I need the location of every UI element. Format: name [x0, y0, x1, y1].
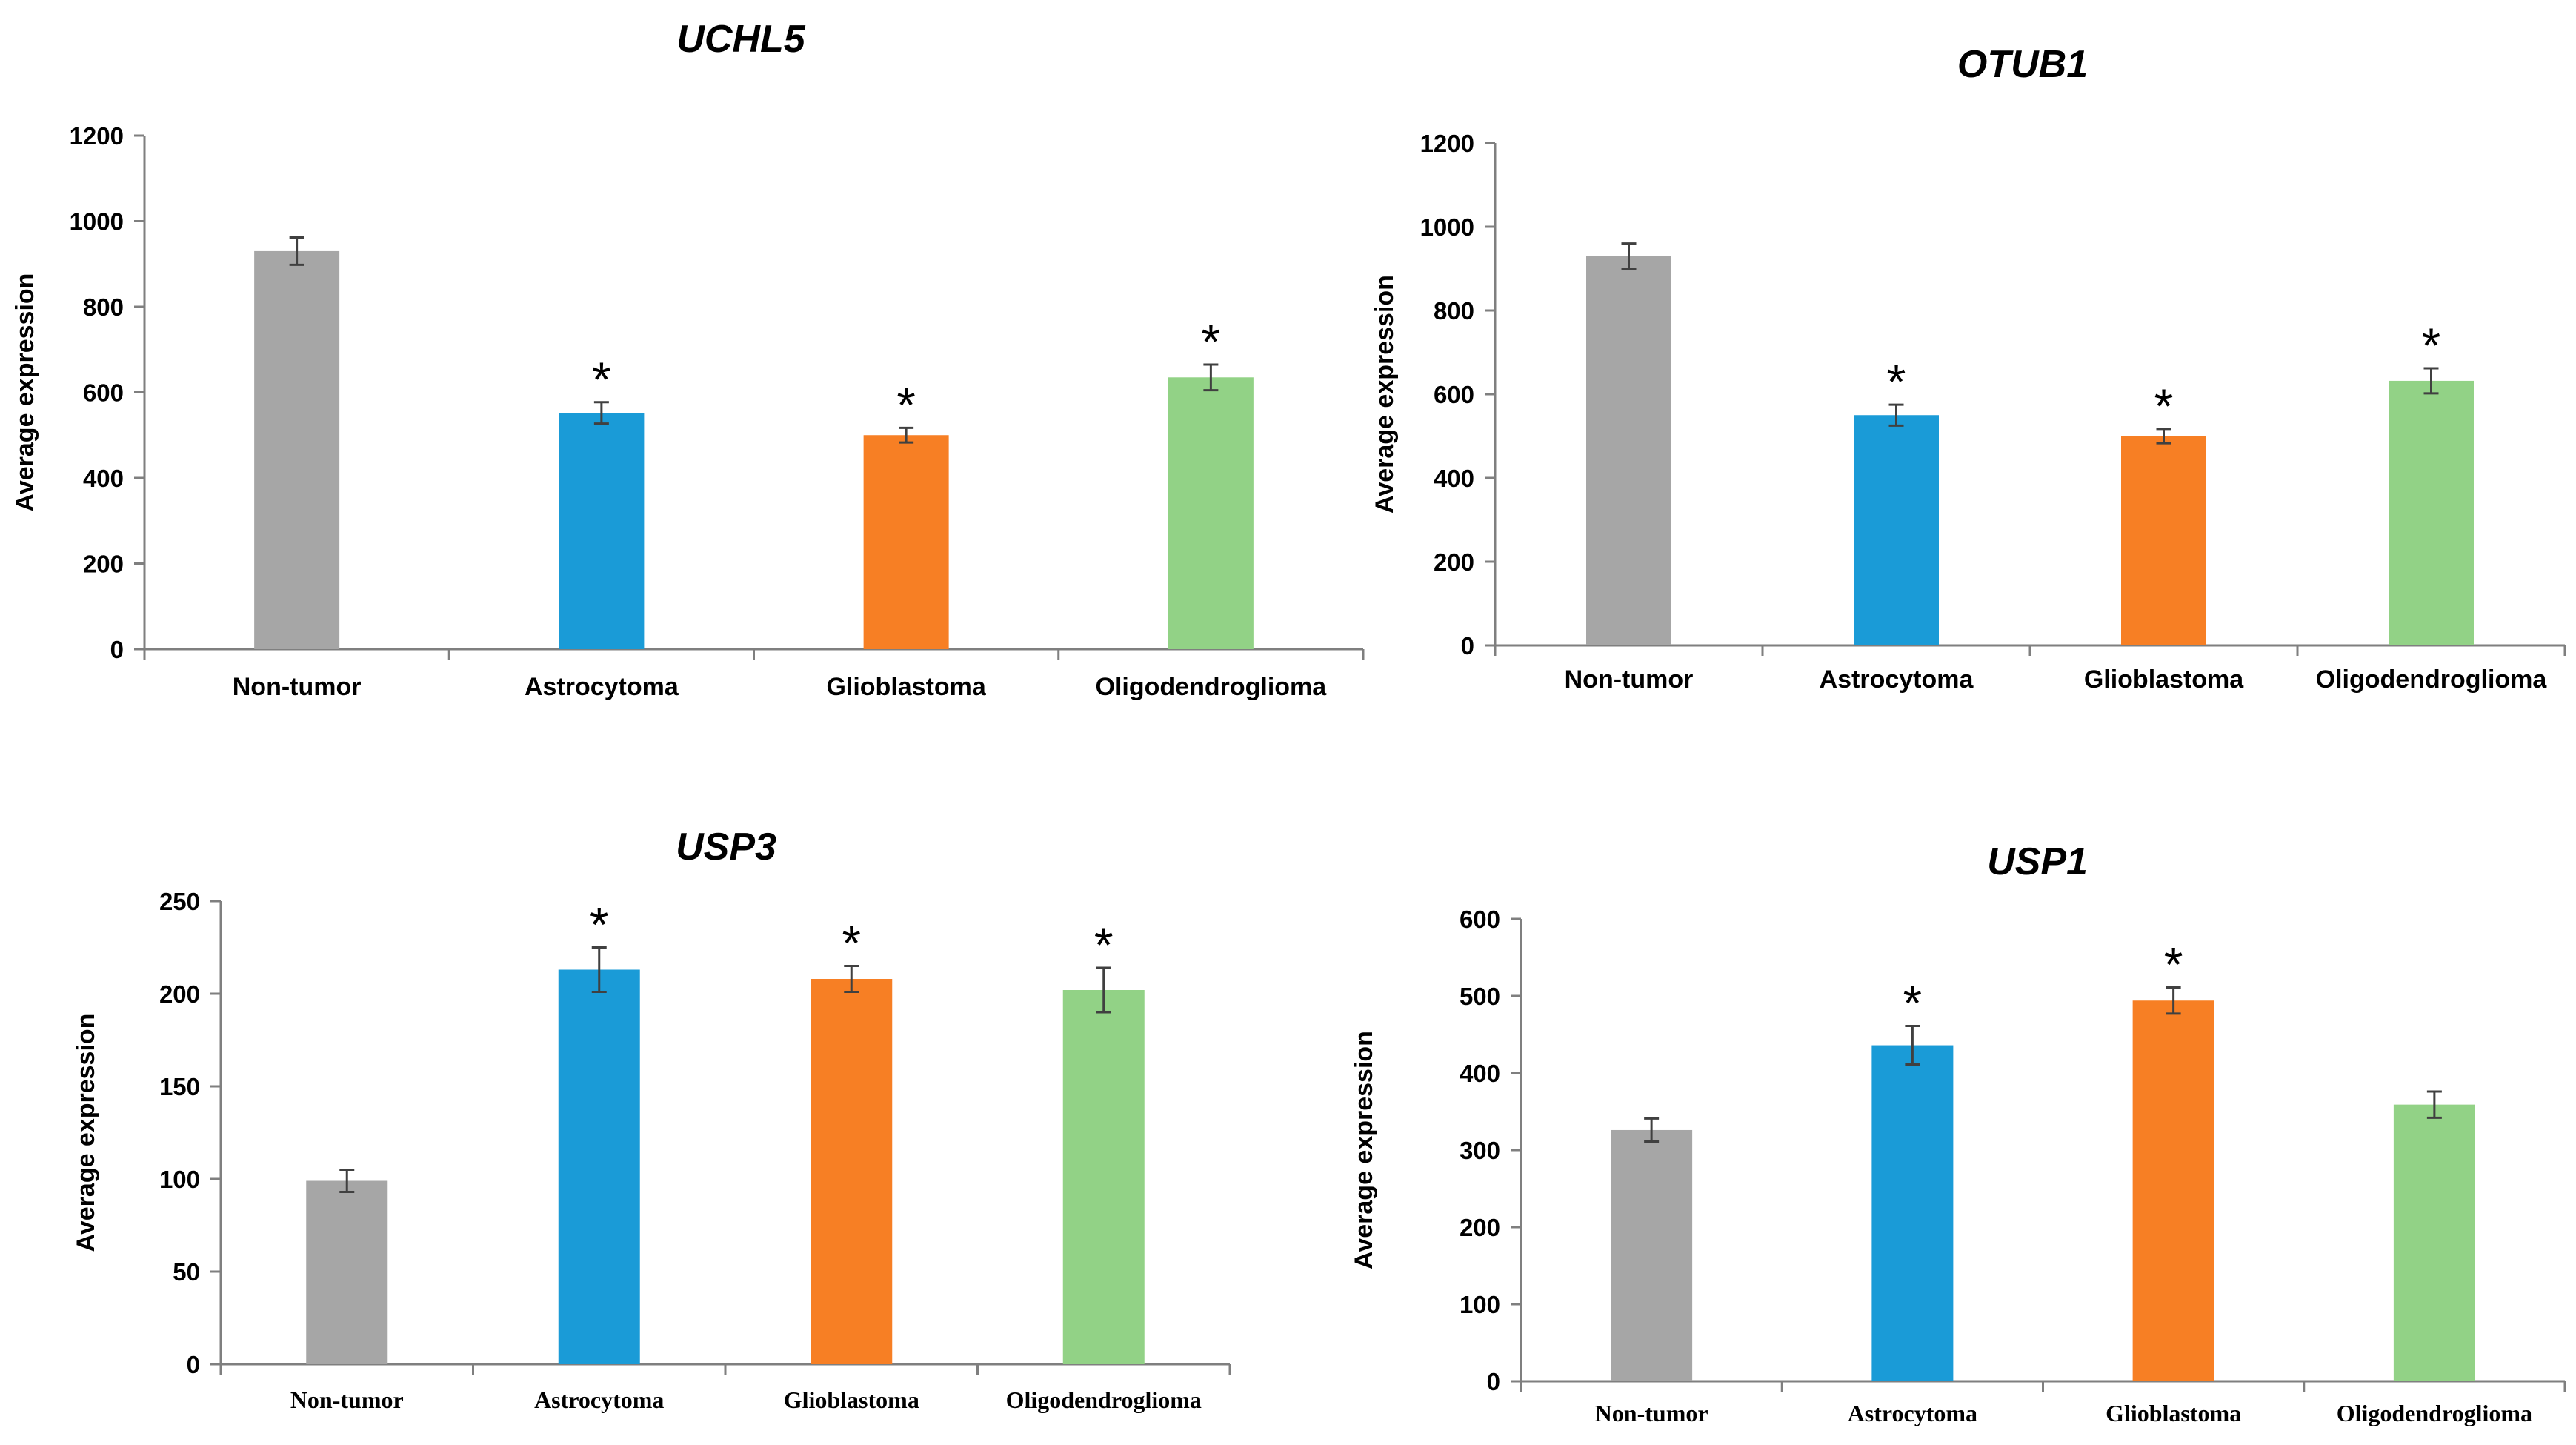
y-tick-label: 0 — [110, 636, 124, 663]
y-tick-label: 100 — [159, 1166, 200, 1193]
x-tick-label-astrocytoma: Astrocytoma — [525, 673, 679, 701]
y-axis-label: Average expression — [11, 273, 39, 512]
x-tick-label-oligodendroglioma: Oligodendroglioma — [1096, 673, 1328, 701]
significance-mark-glioblastoma: * — [2154, 379, 2174, 434]
chart-panel-uchl5: UCHL5 Average expression 0 200 400 600 800 1000… — [11, 18, 1365, 701]
y-tick-label: 1200 — [1420, 130, 1474, 157]
significance-mark-oligodendroglioma: * — [1094, 917, 1114, 972]
x-tick-label-astrocytoma: Astrocytoma — [1820, 665, 1974, 694]
x-tick-label-oligodendroglioma: Oligodendroglioma — [2337, 1400, 2532, 1426]
chart-panel-usp1: USP1 Average expression 0 100 200 300 400 500 60… — [1350, 840, 2566, 1426]
chart-title: USP1 — [1987, 840, 2088, 883]
bar-glioblastoma — [863, 435, 949, 649]
y-tick-label: 1000 — [70, 208, 124, 236]
x-tick-label-oligodendroglioma: Oligodendroglioma — [2316, 665, 2548, 694]
y-axis-label: Average expression — [1350, 1031, 1378, 1269]
y-tick-label: 1200 — [70, 122, 124, 150]
significance-mark-oligodendroglioma: * — [1202, 314, 1221, 369]
y-tick-label: 400 — [83, 465, 124, 492]
y-tick-label: 300 — [1460, 1137, 1500, 1164]
x-tick-label-glioblastoma: Glioblastoma — [826, 673, 986, 701]
y-tick-label: 800 — [83, 293, 124, 321]
y-tick-label: 150 — [159, 1073, 200, 1100]
y-tick-label: 200 — [1434, 548, 1474, 576]
x-tick-label-glioblastoma: Glioblastoma — [2106, 1400, 2241, 1426]
x-tick-label-oligodendroglioma: Oligodendroglioma — [1006, 1386, 1202, 1413]
y-tick-label: 0 — [187, 1351, 200, 1378]
y-tick-label: 250 — [159, 888, 200, 915]
y-axis-label: Average expression — [1371, 275, 1399, 514]
bar-oligodendroglioma — [1062, 990, 1145, 1364]
chart-title: UCHL5 — [676, 18, 805, 61]
chart-panel-otub1: OTUB1 Average expression 0 200 400 600 800 1000… — [1371, 43, 2566, 694]
bar-astrocytoma — [559, 413, 645, 649]
bar-glioblastoma — [2132, 1000, 2214, 1381]
chart-title: OTUB1 — [1957, 43, 2088, 86]
bar-non-tumor — [1586, 256, 1671, 645]
bar-oligodendroglioma — [2393, 1104, 2475, 1381]
y-axis-label: Average expression — [72, 1014, 100, 1252]
significance-mark-glioblastoma: * — [2164, 937, 2183, 992]
significance-mark-glioblastoma: * — [842, 916, 861, 971]
y-tick-label: 1000 — [1420, 213, 1474, 241]
y-tick-label: 800 — [1434, 297, 1474, 325]
x-tick-label-non-tumor: Non-tumor — [1595, 1400, 1708, 1426]
chart-title: USP3 — [676, 826, 776, 868]
x-tick-label-non-tumor: Non-tumor — [290, 1386, 404, 1413]
x-tick-label-non-tumor: Non-tumor — [233, 673, 362, 701]
significance-mark-oligodendroglioma: * — [2422, 318, 2441, 373]
y-tick-label: 200 — [1460, 1214, 1500, 1241]
y-tick-label: 50 — [173, 1258, 200, 1286]
bar-astrocytoma — [1871, 1045, 1954, 1381]
significance-mark-astrocytoma: * — [1887, 354, 1906, 409]
x-tick-label-astrocytoma: Astrocytoma — [1848, 1400, 1977, 1426]
significance-mark-astrocytoma: * — [590, 897, 609, 952]
y-tick-label: 200 — [83, 551, 124, 578]
x-tick-label-astrocytoma: Astrocytoma — [534, 1386, 664, 1413]
y-tick-label: 200 — [159, 980, 200, 1008]
y-tick-label: 600 — [83, 379, 124, 407]
bar-astrocytoma — [1854, 415, 1939, 645]
bar-non-tumor — [306, 1180, 388, 1364]
bar-glioblastoma — [2121, 436, 2206, 645]
bar-oligodendroglioma — [1168, 377, 1254, 649]
x-tick-label-glioblastoma: Glioblastoma — [784, 1386, 919, 1413]
y-tick-label: 0 — [1461, 632, 1474, 660]
y-tick-label: 100 — [1460, 1291, 1500, 1318]
x-tick-label-non-tumor: Non-tumor — [1565, 665, 1694, 694]
y-tick-label: 0 — [1487, 1368, 1500, 1395]
chart-panel-usp3: USP3 Average expression 0 50 100 150 200 250 Non… — [72, 826, 1231, 1413]
bar-oligodendroglioma — [2389, 380, 2474, 645]
y-tick-label: 500 — [1460, 983, 1500, 1010]
y-tick-label: 600 — [1460, 906, 1500, 933]
bar-glioblastoma — [811, 979, 893, 1364]
y-tick-label: 400 — [1434, 465, 1474, 492]
significance-mark-glioblastoma: * — [896, 377, 916, 432]
bar-astrocytoma — [558, 969, 640, 1364]
bar-non-tumor — [1611, 1129, 1693, 1381]
significance-mark-astrocytoma: * — [592, 352, 611, 407]
significance-mark-astrocytoma: * — [1903, 976, 1923, 1031]
y-tick-label: 600 — [1434, 381, 1474, 408]
y-tick-label: 400 — [1460, 1060, 1500, 1087]
bar-non-tumor — [254, 250, 340, 649]
x-tick-label-glioblastoma: Glioblastoma — [2084, 665, 2244, 694]
